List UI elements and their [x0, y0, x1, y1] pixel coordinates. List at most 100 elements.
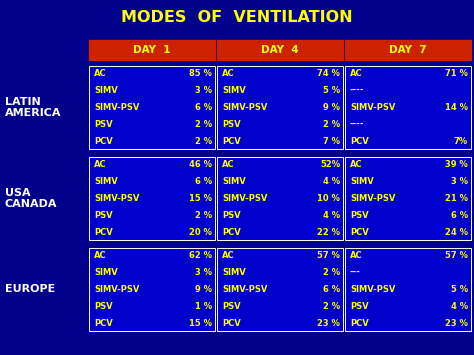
Text: PCV: PCV	[94, 137, 113, 146]
Text: ----: ----	[350, 86, 365, 95]
Text: SIMV: SIMV	[94, 268, 118, 277]
Text: SIMV-PSV: SIMV-PSV	[222, 285, 267, 294]
Text: 2 %: 2 %	[323, 268, 340, 277]
Text: SIMV-PSV: SIMV-PSV	[222, 194, 267, 203]
Text: DAY  1: DAY 1	[133, 45, 171, 55]
Text: 3 %: 3 %	[195, 268, 212, 277]
Text: PCV: PCV	[94, 319, 113, 328]
Text: 6 %: 6 %	[195, 103, 212, 112]
Text: 23 %: 23 %	[317, 319, 340, 328]
Text: 39 %: 39 %	[445, 160, 468, 169]
Text: ---: ---	[350, 268, 361, 277]
Text: AC: AC	[222, 69, 235, 78]
Text: PSV: PSV	[222, 302, 241, 311]
Text: PSV: PSV	[94, 211, 113, 220]
Text: PCV: PCV	[350, 319, 369, 328]
Text: 4 %: 4 %	[451, 302, 468, 311]
Text: PSV: PSV	[94, 302, 113, 311]
Text: 71 %: 71 %	[445, 69, 468, 78]
Text: 4 %: 4 %	[323, 211, 340, 220]
FancyBboxPatch shape	[345, 66, 471, 149]
Text: PSV: PSV	[350, 211, 369, 220]
Text: SIMV: SIMV	[222, 86, 246, 95]
Text: 4 %: 4 %	[323, 177, 340, 186]
Text: PSV: PSV	[94, 120, 113, 129]
Text: 10 %: 10 %	[317, 194, 340, 203]
Text: AC: AC	[94, 251, 107, 260]
Text: PCV: PCV	[222, 319, 241, 328]
Text: EUROPE: EUROPE	[5, 284, 55, 295]
Text: 5 %: 5 %	[451, 285, 468, 294]
Text: 46 %: 46 %	[189, 160, 212, 169]
Text: SIMV: SIMV	[94, 177, 118, 186]
Text: 2 %: 2 %	[195, 137, 212, 146]
Text: SIMV-PSV: SIMV-PSV	[350, 103, 395, 112]
Text: 3 %: 3 %	[451, 177, 468, 186]
Text: 6 %: 6 %	[323, 285, 340, 294]
Text: ----: ----	[350, 120, 365, 129]
Text: PCV: PCV	[350, 137, 369, 146]
FancyBboxPatch shape	[217, 66, 343, 149]
Text: 52%: 52%	[320, 160, 340, 169]
Text: AC: AC	[94, 69, 107, 78]
Text: PCV: PCV	[94, 228, 113, 237]
FancyBboxPatch shape	[345, 157, 471, 240]
Text: AC: AC	[350, 251, 363, 260]
FancyBboxPatch shape	[345, 40, 471, 60]
Text: 9 %: 9 %	[323, 103, 340, 112]
Text: SIMV-PSV: SIMV-PSV	[350, 285, 395, 294]
Text: SIMV: SIMV	[222, 268, 246, 277]
Text: 57 %: 57 %	[445, 251, 468, 260]
FancyBboxPatch shape	[217, 40, 343, 60]
FancyBboxPatch shape	[217, 248, 343, 331]
Text: 57 %: 57 %	[317, 251, 340, 260]
Text: 24 %: 24 %	[445, 228, 468, 237]
Text: AC: AC	[350, 160, 363, 169]
Text: PCV: PCV	[222, 228, 241, 237]
Text: 5 %: 5 %	[323, 86, 340, 95]
FancyBboxPatch shape	[89, 40, 215, 60]
Text: 9 %: 9 %	[195, 285, 212, 294]
Text: 2 %: 2 %	[195, 211, 212, 220]
Text: AC: AC	[222, 251, 235, 260]
Text: DAY  4: DAY 4	[261, 45, 299, 55]
Text: MODES  OF  VENTILATION: MODES OF VENTILATION	[121, 11, 353, 26]
Text: DAY  7: DAY 7	[389, 45, 427, 55]
Text: 20 %: 20 %	[189, 228, 212, 237]
Text: 6 %: 6 %	[195, 177, 212, 186]
Text: PCV: PCV	[350, 228, 369, 237]
Text: PSV: PSV	[222, 120, 241, 129]
Text: 23 %: 23 %	[445, 319, 468, 328]
Text: AC: AC	[222, 160, 235, 169]
Text: SIMV-PSV: SIMV-PSV	[94, 103, 139, 112]
Text: SIMV: SIMV	[222, 177, 246, 186]
Text: SIMV-PSV: SIMV-PSV	[222, 103, 267, 112]
FancyBboxPatch shape	[89, 157, 215, 240]
FancyBboxPatch shape	[345, 248, 471, 331]
Text: 2 %: 2 %	[195, 120, 212, 129]
Text: LATIN
AMERICA: LATIN AMERICA	[5, 97, 62, 118]
Text: 15 %: 15 %	[189, 319, 212, 328]
Text: 74 %: 74 %	[317, 69, 340, 78]
Text: AC: AC	[350, 69, 363, 78]
Text: 1 %: 1 %	[195, 302, 212, 311]
Text: SIMV-PSV: SIMV-PSV	[94, 285, 139, 294]
Text: 7%: 7%	[454, 137, 468, 146]
Text: 6 %: 6 %	[451, 211, 468, 220]
FancyBboxPatch shape	[89, 248, 215, 331]
Text: SIMV-PSV: SIMV-PSV	[350, 194, 395, 203]
FancyBboxPatch shape	[217, 157, 343, 240]
Text: PSV: PSV	[222, 211, 241, 220]
Text: 22 %: 22 %	[317, 228, 340, 237]
Text: PSV: PSV	[350, 302, 369, 311]
Text: 15 %: 15 %	[189, 194, 212, 203]
Text: 3 %: 3 %	[195, 86, 212, 95]
Text: AC: AC	[94, 160, 107, 169]
Text: 7 %: 7 %	[323, 137, 340, 146]
Text: SIMV-PSV: SIMV-PSV	[94, 194, 139, 203]
Text: 2 %: 2 %	[323, 120, 340, 129]
Text: 62 %: 62 %	[189, 251, 212, 260]
Text: 21 %: 21 %	[445, 194, 468, 203]
FancyBboxPatch shape	[89, 66, 215, 149]
Text: 85 %: 85 %	[189, 69, 212, 78]
